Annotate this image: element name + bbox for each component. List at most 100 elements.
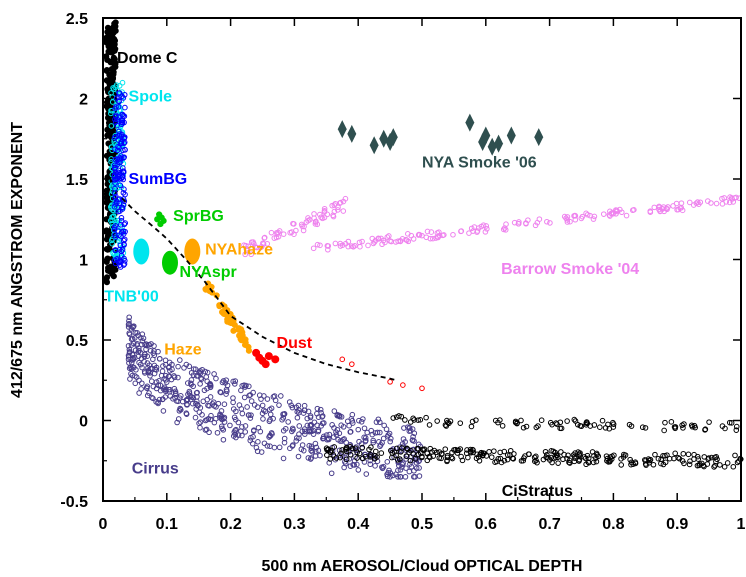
- data-point: [372, 463, 378, 469]
- data-point: [145, 369, 152, 376]
- data-point: [273, 234, 280, 241]
- data-point: [411, 474, 417, 480]
- data-point: [219, 425, 225, 432]
- data-point: [356, 450, 363, 457]
- data-point: [244, 404, 250, 410]
- data-point: [115, 167, 122, 174]
- data-point: [681, 421, 687, 427]
- data-point: [267, 443, 273, 450]
- data-point: [334, 412, 341, 419]
- data-point: [662, 419, 668, 426]
- data-point: [193, 400, 199, 407]
- data-point: [674, 206, 680, 213]
- data-point: [290, 220, 296, 227]
- data-point: [393, 471, 399, 478]
- data-point: [281, 411, 288, 417]
- data-point: [645, 456, 652, 462]
- data-point: [255, 439, 261, 445]
- data-point: [399, 445, 405, 451]
- data-point: [370, 439, 377, 446]
- data-point: [691, 456, 697, 462]
- data-point: [295, 453, 302, 460]
- data-point: [213, 415, 219, 422]
- data-point: [138, 355, 145, 362]
- data-point: [328, 447, 334, 454]
- data-point: [388, 447, 394, 454]
- data-point: [276, 444, 283, 451]
- data-point: [109, 67, 117, 74]
- data-point: [726, 419, 733, 426]
- data-point: [367, 461, 374, 468]
- data-point: [264, 396, 271, 402]
- data-point: [227, 422, 233, 429]
- x-tick-label: 0.3: [283, 516, 305, 533]
- data-point: [706, 455, 712, 461]
- data-point: [130, 340, 137, 347]
- data-point: [393, 445, 400, 452]
- data-point: [332, 240, 339, 247]
- data-point: [247, 415, 254, 421]
- data-point: [400, 460, 406, 467]
- data-point: [646, 457, 653, 464]
- data-point: [678, 200, 685, 206]
- data-point: [328, 470, 335, 477]
- data-point: [387, 438, 393, 445]
- x-tick-label: 1: [737, 516, 746, 533]
- data-point: [314, 241, 321, 248]
- data-point: [122, 147, 128, 153]
- data-point: [141, 370, 148, 376]
- data-point: [136, 359, 142, 366]
- data-point: [110, 24, 117, 31]
- data-point: [488, 454, 495, 460]
- series-haze: [202, 280, 253, 354]
- x-tick-label: 0.4: [347, 516, 369, 533]
- data-point: [184, 380, 191, 386]
- data-point: [351, 462, 357, 468]
- data-point: [306, 442, 313, 449]
- data-point: [160, 363, 166, 369]
- data-point: [288, 229, 295, 235]
- data-point: [349, 445, 356, 452]
- data-point: [120, 189, 127, 196]
- x-tick-label: 0.9: [666, 516, 688, 533]
- label-haze: Haze: [164, 341, 201, 358]
- data-point: [116, 232, 122, 239]
- data-point: [380, 237, 387, 244]
- data-point: [430, 453, 437, 459]
- data-point: [534, 459, 540, 466]
- data-point: [407, 461, 413, 467]
- data-point: [176, 395, 183, 401]
- data-point: [584, 211, 591, 218]
- data-point: [104, 28, 111, 36]
- data-point: [120, 228, 127, 234]
- data-point: [419, 453, 425, 460]
- data-point: [172, 391, 179, 397]
- data-point: [235, 325, 242, 332]
- x-axis-title: 500 nm AEROSOL/Cloud OPTICAL DEPTH: [262, 558, 583, 575]
- x-tick-label: 0.6: [475, 516, 497, 533]
- data-point: [525, 451, 532, 457]
- data-point: [387, 238, 393, 244]
- data-point: [112, 223, 119, 229]
- data-point: [175, 416, 182, 422]
- data-point: [120, 176, 126, 183]
- data-point: [176, 408, 183, 414]
- data-point: [561, 213, 568, 220]
- data-point: [250, 389, 256, 396]
- data-point: [220, 436, 227, 443]
- data-point: [118, 153, 124, 159]
- data-point: [120, 231, 127, 237]
- data-point: [444, 458, 450, 465]
- data-point: [188, 380, 194, 387]
- data-point: [264, 352, 273, 361]
- data-point: [401, 425, 407, 431]
- label-nyaspr: NYAspr: [180, 264, 237, 281]
- data-point: [523, 220, 529, 226]
- data-point: [219, 309, 226, 316]
- data-point: [171, 385, 178, 392]
- data-point: [385, 432, 392, 438]
- data-point: [430, 235, 436, 242]
- data-point: [593, 458, 600, 465]
- data-point: [231, 414, 238, 421]
- data-point: [416, 473, 423, 479]
